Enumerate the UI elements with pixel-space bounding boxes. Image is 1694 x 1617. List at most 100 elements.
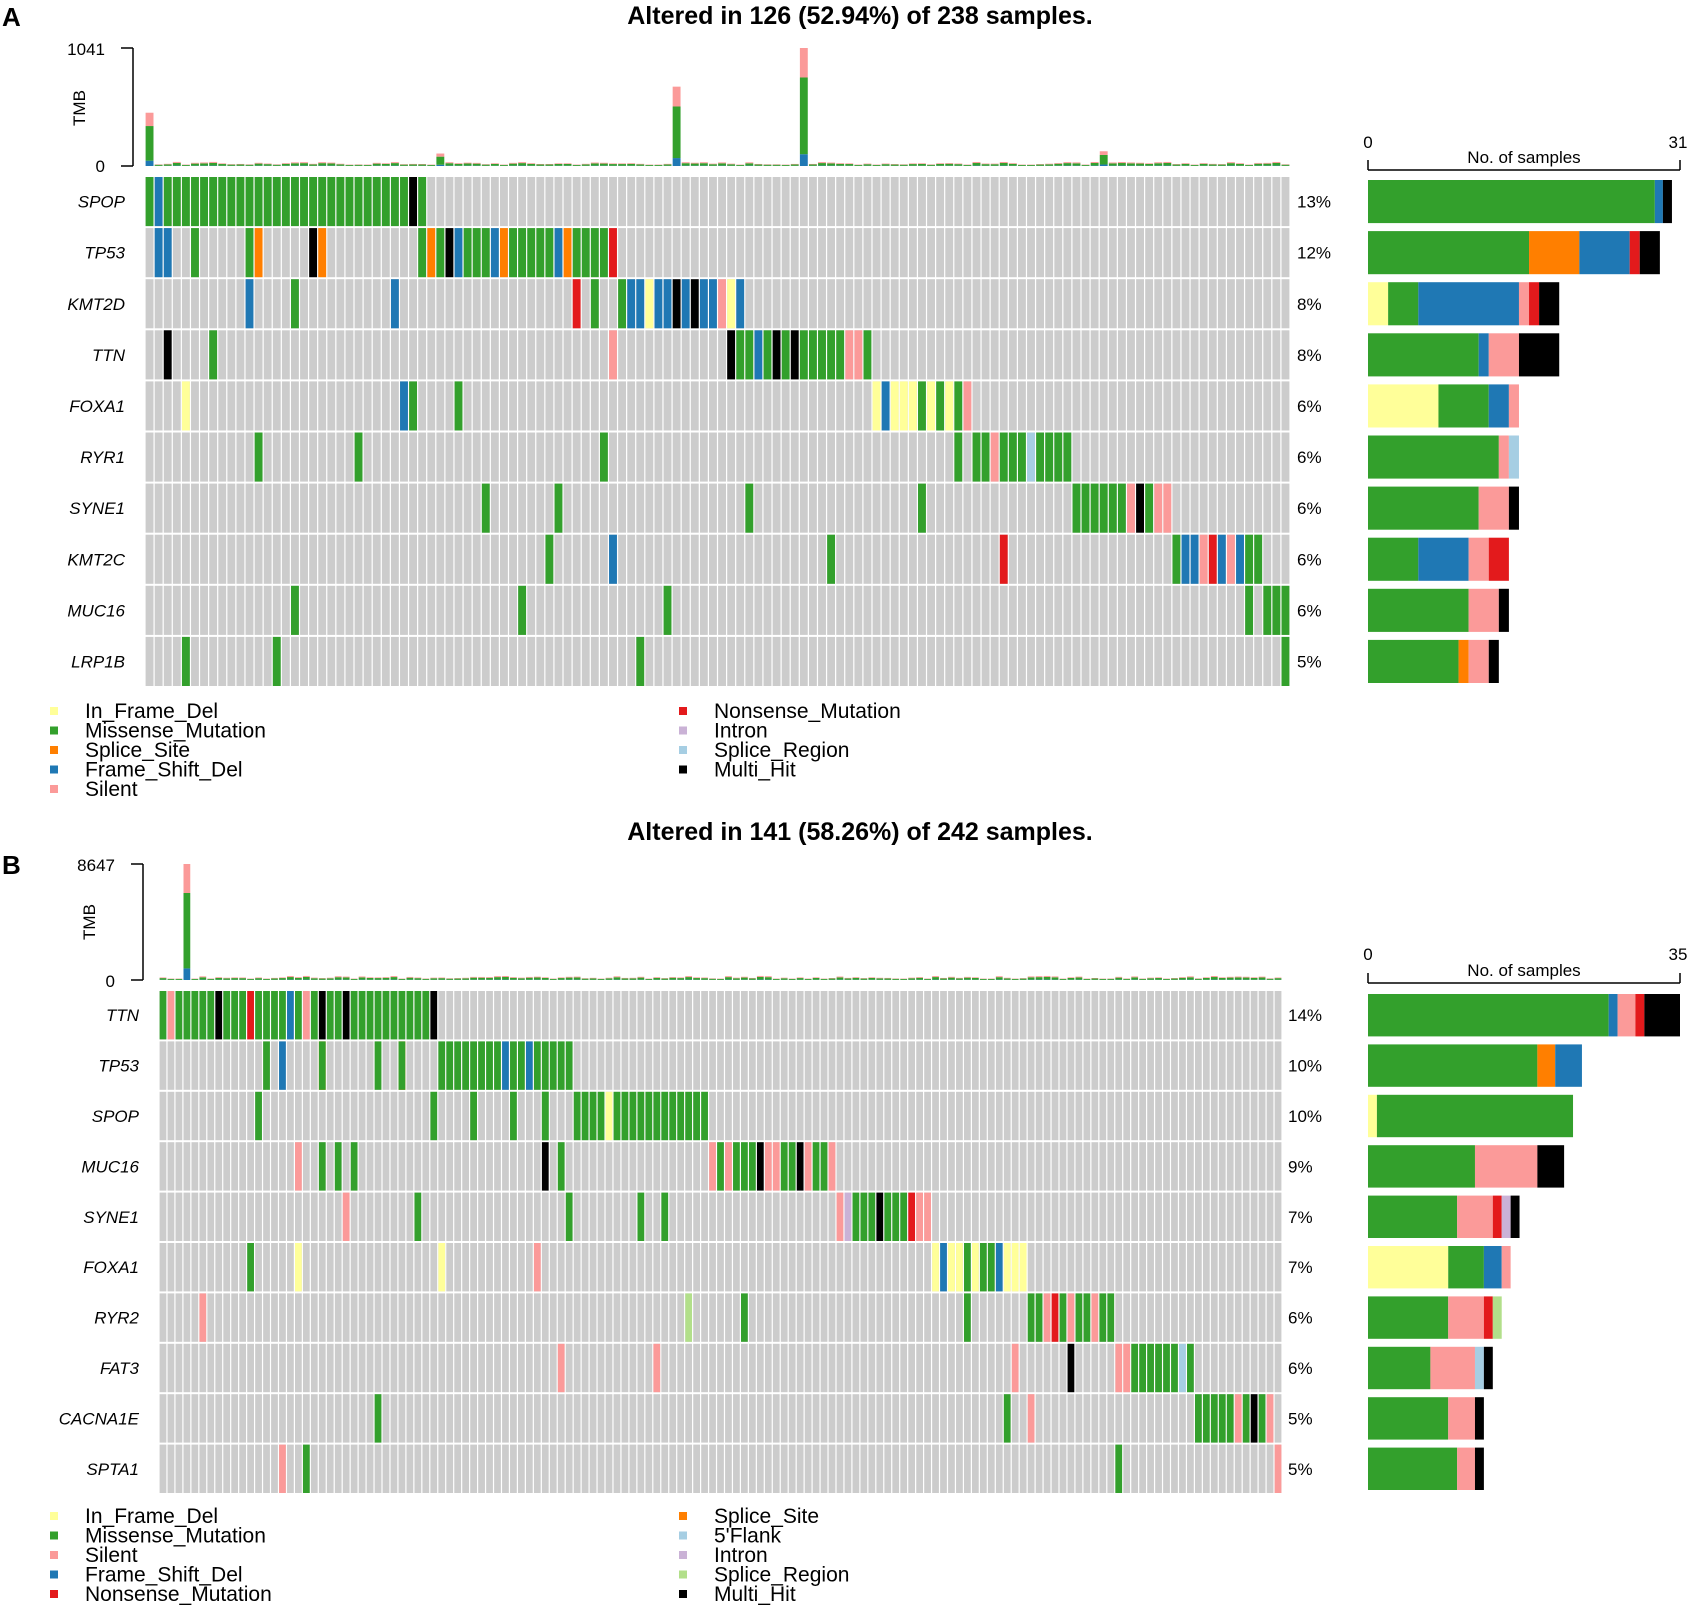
panel-a-tmb-bar bbox=[1163, 162, 1172, 166]
panel-b-grid-cell bbox=[971, 1293, 979, 1342]
panel-a-grid-cell bbox=[318, 381, 327, 431]
panel-a-grid-cell bbox=[908, 177, 917, 227]
panel-b-grid-cell bbox=[661, 1293, 669, 1342]
panel-a-grid-cell bbox=[818, 381, 826, 431]
panel-a-grid-cell bbox=[618, 330, 627, 380]
panel-a-tmb-bar bbox=[699, 163, 708, 166]
panel-a-mutation-cell bbox=[427, 228, 436, 278]
panel-b-grid-cell bbox=[637, 1142, 645, 1191]
panel-a-grid-cell bbox=[163, 483, 172, 533]
panel-a-grid-cell bbox=[1117, 432, 1126, 482]
panel-a-grid-cell bbox=[954, 330, 963, 380]
panel-b-grid-cell bbox=[597, 1444, 605, 1493]
panel-b-grid-cell bbox=[486, 1444, 493, 1493]
panel-a-grid-cell bbox=[436, 279, 445, 329]
panel-b-grid-cell bbox=[1163, 1394, 1170, 1443]
panel-a-grid-cell bbox=[1017, 330, 1026, 380]
panel-a-grid-cell bbox=[990, 177, 999, 227]
panel-b-mutation-cell bbox=[279, 1041, 286, 1090]
panel-b-grid-cell bbox=[621, 1243, 629, 1292]
panel-b-mutation-cell bbox=[645, 1091, 653, 1141]
panel-a-grid-cell bbox=[390, 534, 399, 584]
panel-a-grid-cell bbox=[899, 279, 908, 329]
panel-a-grid-cell bbox=[145, 279, 154, 329]
panel-b-tmb-bar bbox=[462, 977, 470, 979]
panel-a-grid-cell bbox=[481, 432, 490, 482]
panel-b-grid-cell bbox=[748, 991, 756, 1040]
panel-a-grid-cell bbox=[400, 636, 408, 686]
panel-b-tmb-bar bbox=[956, 978, 963, 980]
panel-a-grid-cell bbox=[236, 534, 245, 584]
panel-a-grid-cell bbox=[772, 585, 781, 635]
panel-b-grid-cell bbox=[1171, 1142, 1178, 1191]
panel-b-grid-cell bbox=[1011, 1091, 1019, 1141]
panel-b-grid-cell bbox=[940, 1444, 947, 1493]
panel-b-grid-cell bbox=[717, 1243, 724, 1292]
panel-b-mutation-cell bbox=[1179, 1343, 1186, 1393]
panel-b-grid-cell bbox=[645, 1192, 653, 1241]
panel-b-grid-cell bbox=[358, 1142, 366, 1191]
panel-b-grid-cell bbox=[701, 1343, 708, 1393]
panel-b-grid-cell bbox=[422, 1343, 430, 1393]
panel-b-grid-cell bbox=[709, 991, 716, 1040]
panel-a-count-bar-segment bbox=[1458, 639, 1469, 683]
panel-b-grid-cell bbox=[1003, 1041, 1011, 1090]
panel-b-tmb-bar bbox=[390, 976, 398, 978]
panel-b-mutation-cell bbox=[589, 1091, 597, 1141]
panel-b-grid-cell bbox=[478, 1293, 485, 1342]
panel-b-mutation-cell bbox=[1139, 1343, 1147, 1393]
panel-b-grid-cell bbox=[788, 1293, 796, 1342]
panel-a-count-bar-segment bbox=[1368, 333, 1479, 377]
panel-b-grid-cell bbox=[1226, 1142, 1234, 1191]
panel-b-grid-cell bbox=[326, 1394, 334, 1443]
panel-b-grid-cell bbox=[932, 1142, 939, 1191]
panel-a-grid-cell bbox=[318, 534, 327, 584]
panel-a-grid-cell bbox=[1281, 177, 1290, 227]
panel-b-tmb-bar bbox=[191, 978, 199, 980]
panel-b-grid-cell bbox=[709, 1293, 716, 1342]
panel-b-grid-cell bbox=[390, 1091, 398, 1141]
panel-a-grid-cell bbox=[890, 279, 899, 329]
panel-a-grid-cell bbox=[1272, 228, 1281, 278]
panel-a-grid-cell bbox=[790, 636, 799, 686]
panel-a-grid-cell bbox=[172, 432, 181, 482]
panel-b-legend-label: Splice_Site bbox=[714, 1505, 819, 1528]
panel-b-grid-cell bbox=[1043, 1444, 1051, 1493]
panel-b-tmb-bar bbox=[1226, 976, 1234, 978]
panel-b-grid-cell bbox=[454, 1293, 462, 1342]
panel-b-grid-cell bbox=[836, 1041, 844, 1090]
panel-b-grid-cell bbox=[653, 1041, 661, 1090]
panel-a-grid-cell bbox=[1027, 636, 1035, 686]
panel-b-count-bar-segment bbox=[1644, 994, 1680, 1037]
panel-a-gene-label: FOXA1 bbox=[69, 397, 125, 416]
panel-b-grid-cell bbox=[764, 991, 772, 1040]
panel-b-grid-cell bbox=[876, 1394, 884, 1443]
panel-a-mutation-cell bbox=[290, 177, 299, 227]
panel-b-grid-cell bbox=[1075, 1343, 1083, 1393]
panel-b-grid-cell bbox=[1003, 991, 1011, 1040]
panel-b-mutation-cell bbox=[398, 1041, 406, 1090]
panel-b-grid-cell bbox=[868, 991, 876, 1040]
panel-a-count-bar-segment bbox=[1654, 180, 1663, 224]
panel-a-grid-cell bbox=[236, 432, 245, 482]
panel-b-grid-cell bbox=[1059, 1041, 1067, 1090]
panel-b-grid-cell bbox=[613, 1192, 621, 1241]
panel-a-grid-cell bbox=[372, 432, 381, 482]
panel-b-mutation-cell bbox=[613, 1091, 621, 1141]
panel-a-grid-cell bbox=[1263, 534, 1272, 584]
panel-b-grid-cell bbox=[382, 1192, 390, 1241]
panel-a-grid-cell bbox=[1090, 432, 1099, 482]
panel-a-grid-cell bbox=[1127, 228, 1135, 278]
panel-a-grid-cell bbox=[527, 534, 536, 584]
panel-a-grid-cell bbox=[490, 483, 499, 533]
panel-b-grid-cell bbox=[1210, 1243, 1218, 1292]
panel-a-grid-cell bbox=[1154, 534, 1163, 584]
panel-b-grid-cell bbox=[932, 1091, 939, 1141]
panel-b-tmb-bar bbox=[406, 977, 414, 980]
panel-b-grid-cell bbox=[1011, 1394, 1019, 1443]
panel-a-grid-cell bbox=[318, 330, 327, 380]
panel-b-grid-cell bbox=[1115, 1243, 1123, 1292]
panel-a-grid-cell bbox=[418, 483, 427, 533]
panel-a-grid-cell bbox=[981, 330, 990, 380]
panel-b-mutation-cell bbox=[661, 1192, 669, 1241]
